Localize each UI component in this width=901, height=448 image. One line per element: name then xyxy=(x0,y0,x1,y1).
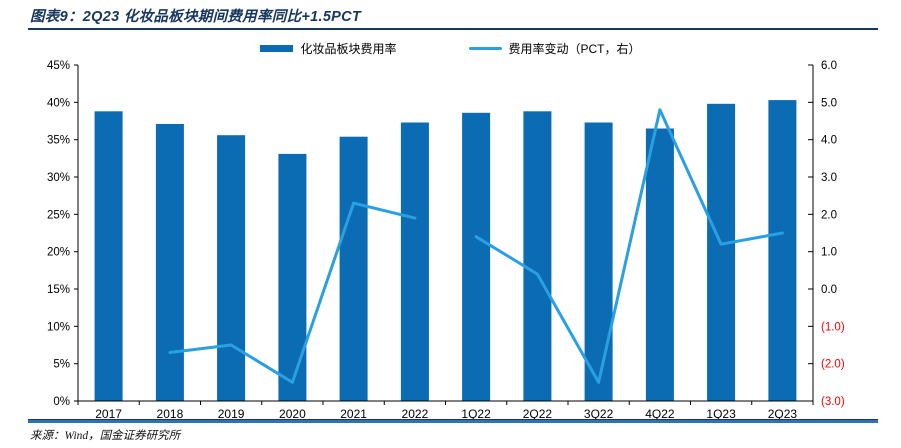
x-axis-label: 2018 xyxy=(157,407,184,420)
bar-2019 xyxy=(217,135,246,401)
bar-2017 xyxy=(94,111,123,402)
left-axis-label: 0% xyxy=(53,396,70,408)
right-axis-label: 1.0 xyxy=(821,247,837,259)
left-axis-label: 35% xyxy=(47,135,70,147)
x-axis-label: 2Q23 xyxy=(768,407,798,420)
x-axis-label: 2020 xyxy=(279,407,306,420)
bar-1Q23 xyxy=(707,103,736,402)
x-axis-label: 2017 xyxy=(95,407,122,420)
right-axis-label: (3.0) xyxy=(821,396,845,408)
left-axis-label: 10% xyxy=(47,321,70,333)
combo-chart: 0% 5% 10% 15% 20% 25% 30% 35% 40% 45% (3.0) (2.0) (1… xyxy=(47,60,845,420)
left-axis-label: 45% xyxy=(47,60,70,72)
left-axis-label: 20% xyxy=(47,247,70,259)
source-note: 来源：Wind，国金证券研究所 xyxy=(30,430,181,442)
x-axis-label: 4Q22 xyxy=(645,407,675,420)
legend-item-line-series: 费用率变动（PCT，右） xyxy=(468,40,641,57)
bar-2Q22 xyxy=(523,111,552,402)
bar-3Q22 xyxy=(584,122,613,401)
right-axis-label: 3.0 xyxy=(821,172,837,184)
bar-1Q22 xyxy=(462,112,491,402)
x-axis-label: 1Q23 xyxy=(706,407,736,420)
right-axis-label: 2.0 xyxy=(821,209,837,221)
bar-2018 xyxy=(155,124,184,401)
line-segment-1 xyxy=(168,201,417,384)
right-axis-label: 0.0 xyxy=(821,284,837,296)
legend-line-label: 费用率变动（PCT，右） xyxy=(508,42,641,56)
right-axis-label: 6.0 xyxy=(821,60,837,72)
left-axis-label: 5% xyxy=(53,359,70,371)
right-axis-label: (2.0) xyxy=(821,359,845,371)
legend-item-bar-series: 化妆品板块费用率 xyxy=(260,40,397,57)
left-axis-label: 15% xyxy=(47,284,70,296)
legend-bar-label: 化妆品板块费用率 xyxy=(300,42,397,56)
left-axis-label: 40% xyxy=(47,97,70,109)
x-axis-label: 2Q22 xyxy=(523,407,553,420)
bar-2022 xyxy=(400,122,429,401)
right-axis-label: (1.0) xyxy=(821,321,845,333)
x-axis-label: 2021 xyxy=(340,407,367,420)
bar-2020 xyxy=(278,153,307,401)
bar-2021 xyxy=(339,136,368,401)
x-axis-label: 3Q22 xyxy=(584,407,614,420)
right-axis-label: 5.0 xyxy=(821,97,837,109)
figure-title: 图表9：2Q23 化妆品板块期间费用率同比+1.5PCT xyxy=(30,9,362,25)
bottom-divider xyxy=(28,419,878,423)
bar-2Q23 xyxy=(768,100,797,401)
title-divider xyxy=(28,28,878,30)
line-segment-2 xyxy=(474,108,784,384)
x-axis-label: 2022 xyxy=(402,407,429,420)
right-axis-label: 4.0 xyxy=(821,135,837,147)
bar-4Q22 xyxy=(645,128,674,401)
x-axis-label: 1Q22 xyxy=(461,407,491,420)
bar-series-swatch-icon xyxy=(260,45,294,52)
left-axis-label: 25% xyxy=(47,209,70,221)
line-series-swatch-icon xyxy=(468,47,502,50)
x-axis-label: 2019 xyxy=(218,407,245,420)
left-axis-label: 30% xyxy=(47,172,70,184)
chart-legend: 化妆品板块费用率 费用率变动（PCT，右） xyxy=(0,40,901,57)
